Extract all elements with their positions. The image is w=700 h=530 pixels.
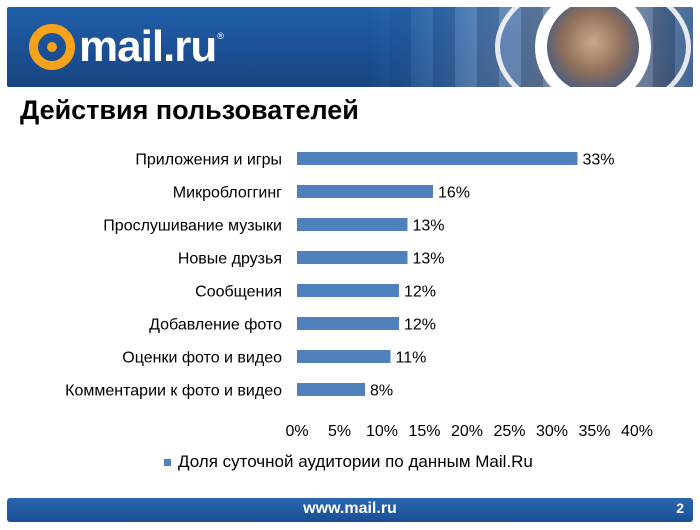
x-tick-label: 20%	[451, 423, 483, 440]
data-label: 33%	[583, 152, 615, 169]
footer-bar: www.mail.ru 2	[7, 498, 693, 522]
x-tick-label: 30%	[536, 423, 568, 440]
bar	[297, 152, 578, 165]
data-label: 12%	[404, 317, 436, 334]
data-label: 12%	[404, 284, 436, 301]
header-banner: mail.ru ®	[7, 7, 693, 87]
chart-legend: Доля суточной аудитории по данным Mail.R…	[164, 452, 533, 472]
category-label: Приложения и игры	[135, 152, 282, 169]
bar	[297, 317, 399, 330]
registered-mark: ®	[217, 31, 224, 41]
x-tick-label: 40%	[621, 423, 653, 440]
category-label: Оценки фото и видео	[122, 350, 282, 367]
page-number: 2	[676, 500, 684, 516]
logo-text: mail.ru	[79, 22, 217, 71]
header-ring-outer	[495, 7, 691, 87]
x-tick-label: 0%	[285, 423, 308, 440]
at-sign-icon	[29, 24, 75, 70]
x-tick-label: 35%	[578, 423, 610, 440]
category-label: Прослушивание музыки	[103, 218, 282, 235]
data-label: 16%	[438, 185, 470, 202]
page-title: Действия пользователей	[20, 95, 359, 125]
bar	[297, 185, 433, 198]
bar	[297, 218, 408, 231]
x-tick-label: 10%	[366, 423, 398, 440]
mailru-logo[interactable]: mail.ru ®	[29, 21, 224, 73]
bar	[297, 350, 391, 363]
data-label: 13%	[413, 218, 445, 235]
category-label: Микроблоггинг	[173, 185, 282, 202]
category-label: Комментарии к фото и видео	[65, 383, 282, 400]
category-label: Новые друзья	[178, 251, 282, 268]
category-label: Добавление фото	[149, 317, 282, 334]
legend-label: Доля суточной аудитории по данным Mail.R…	[178, 452, 533, 471]
x-tick-label: 5%	[328, 423, 351, 440]
category-label: Сообщения	[195, 284, 282, 301]
footer-url-link[interactable]: www.mail.ru	[303, 500, 397, 517]
legend-swatch	[164, 458, 171, 466]
data-label: 13%	[413, 251, 445, 268]
x-tick-label: 25%	[493, 423, 525, 440]
x-tick-label: 15%	[408, 423, 440, 440]
bar	[297, 251, 408, 264]
data-label: 8%	[370, 383, 393, 400]
bar	[297, 284, 399, 297]
data-label: 11%	[396, 350, 427, 367]
bar	[297, 383, 365, 396]
